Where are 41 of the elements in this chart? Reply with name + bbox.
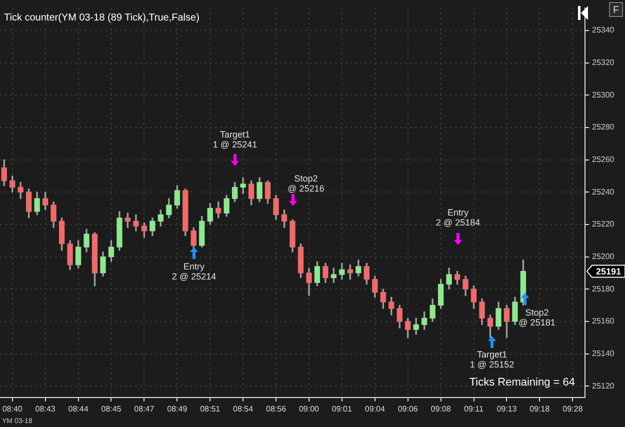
y-tick-label: 25120	[592, 381, 615, 390]
x-tick-label: 08:56	[266, 404, 287, 414]
x-tick-label: 09:01	[332, 404, 352, 414]
x-tick-label: 09:06	[398, 404, 418, 414]
x-tick-label: 09:11	[464, 404, 484, 414]
x-tick-label: 08:43	[35, 404, 56, 414]
x-tick-label: 09:08	[430, 404, 452, 414]
annotation: Stop2 @ 25216	[288, 173, 324, 194]
candlestick	[240, 177, 246, 194]
annotation: Entry 2 @ 25214	[172, 261, 216, 282]
y-tick-label: 25180	[592, 284, 615, 294]
annotation: Target1 1 @ 25152	[470, 349, 514, 370]
y-tick-label: 25280	[592, 122, 615, 132]
x-tick-label: 08:51	[200, 404, 221, 414]
y-tick-label: 25300	[592, 90, 615, 100]
y-tick-label: 25160	[592, 316, 615, 326]
y-tick-label: 25140	[592, 348, 615, 358]
annotation: Stop2 @ 25181	[518, 307, 556, 328]
x-tick-label: 09:18	[530, 404, 550, 414]
x-tick-label: 09:00	[298, 404, 320, 414]
text: F	[612, 4, 620, 16]
y-tick-label: 25340	[592, 26, 615, 35]
annotation: Target1 1 @ 25241	[212, 129, 258, 150]
text: Tick counter(YM 03-18 (89 Tick),True,False)	[4, 12, 200, 24]
x-tick-label: 08:44	[68, 404, 89, 414]
y-tick-label: 25240	[592, 187, 615, 196]
x-tick-label: 08:40	[2, 404, 23, 414]
x-tick-label: 09:28	[562, 404, 584, 414]
y-tick-label: 25220	[592, 220, 615, 229]
y-tick-label: 25200	[592, 252, 615, 261]
annotation: Ticks Remaining = 64	[469, 376, 575, 388]
x-tick-label: 09:13	[496, 404, 518, 414]
x-tick-label: 09:04	[364, 404, 386, 414]
x-tick-label: 08:54	[233, 404, 254, 414]
x-tick-label: 08:47	[134, 404, 155, 414]
x-tick-label: 08:45	[101, 404, 122, 414]
text: 25191	[596, 266, 622, 276]
annotation: Entry 2 @ 25184	[436, 207, 480, 228]
y-tick-label: 25260	[592, 154, 615, 164]
y-tick-label: 25320	[592, 58, 615, 67]
x-tick-label: 08:49	[167, 404, 188, 414]
